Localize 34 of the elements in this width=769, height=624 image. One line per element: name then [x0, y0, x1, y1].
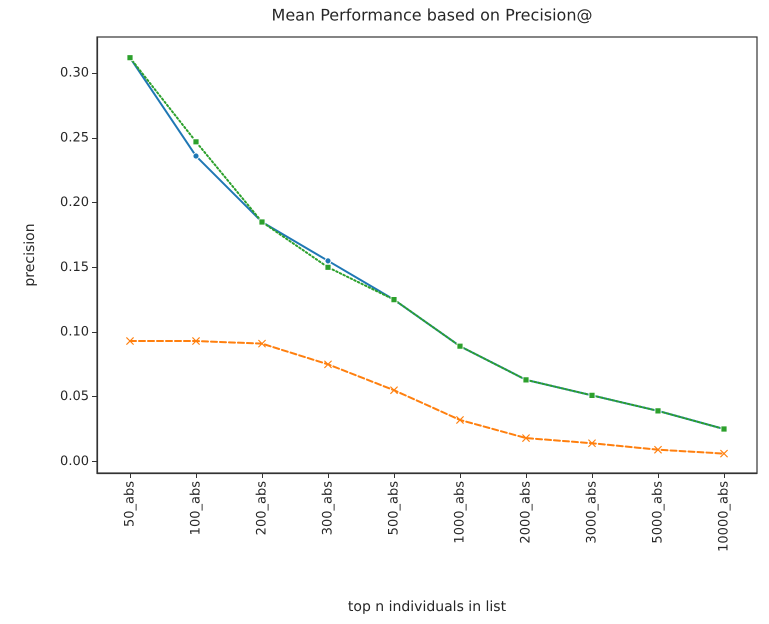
x-tick-label: 10000_abs: [716, 480, 732, 552]
point: [192, 138, 200, 146]
x-tick-label: 3000_abs: [584, 480, 600, 544]
point: [654, 446, 662, 454]
y-tick-label: 0.05: [60, 389, 89, 404]
y-tick-label: 0.20: [60, 195, 89, 210]
x-tick-label: 50_abs: [122, 480, 138, 528]
x-tick-label: 500_abs: [386, 480, 402, 536]
point: [456, 416, 464, 424]
chart-title: Mean Performance based on Precision@: [272, 6, 592, 24]
point: [192, 152, 200, 160]
y-tick-label: 0.15: [60, 260, 89, 275]
y-tick-label: 0.25: [60, 130, 89, 146]
y-axis-title: precision: [22, 223, 38, 287]
x-tick-label: 5000_abs: [650, 480, 666, 544]
point: [522, 434, 530, 442]
x-tick-label: 200_abs: [254, 480, 270, 536]
y-tick-label: 0.10: [60, 324, 89, 340]
point: [720, 450, 728, 458]
point: [324, 264, 332, 271]
x-tick-label: 1000_abs: [452, 480, 468, 544]
point: [192, 337, 200, 346]
y-tick-label: 0.30: [60, 66, 89, 81]
y-tick-label: 0.00: [60, 454, 89, 469]
point: [126, 337, 134, 346]
x-tick-label: 100_abs: [188, 480, 204, 536]
point: [258, 340, 266, 348]
x-tick-label: 300_abs: [320, 480, 336, 536]
point: [324, 360, 332, 368]
point: [588, 439, 596, 448]
point: [324, 257, 332, 264]
point: [390, 386, 398, 394]
x-tick-label: 2000_abs: [518, 480, 534, 544]
x-axis-title: top n individuals in list: [348, 599, 507, 615]
